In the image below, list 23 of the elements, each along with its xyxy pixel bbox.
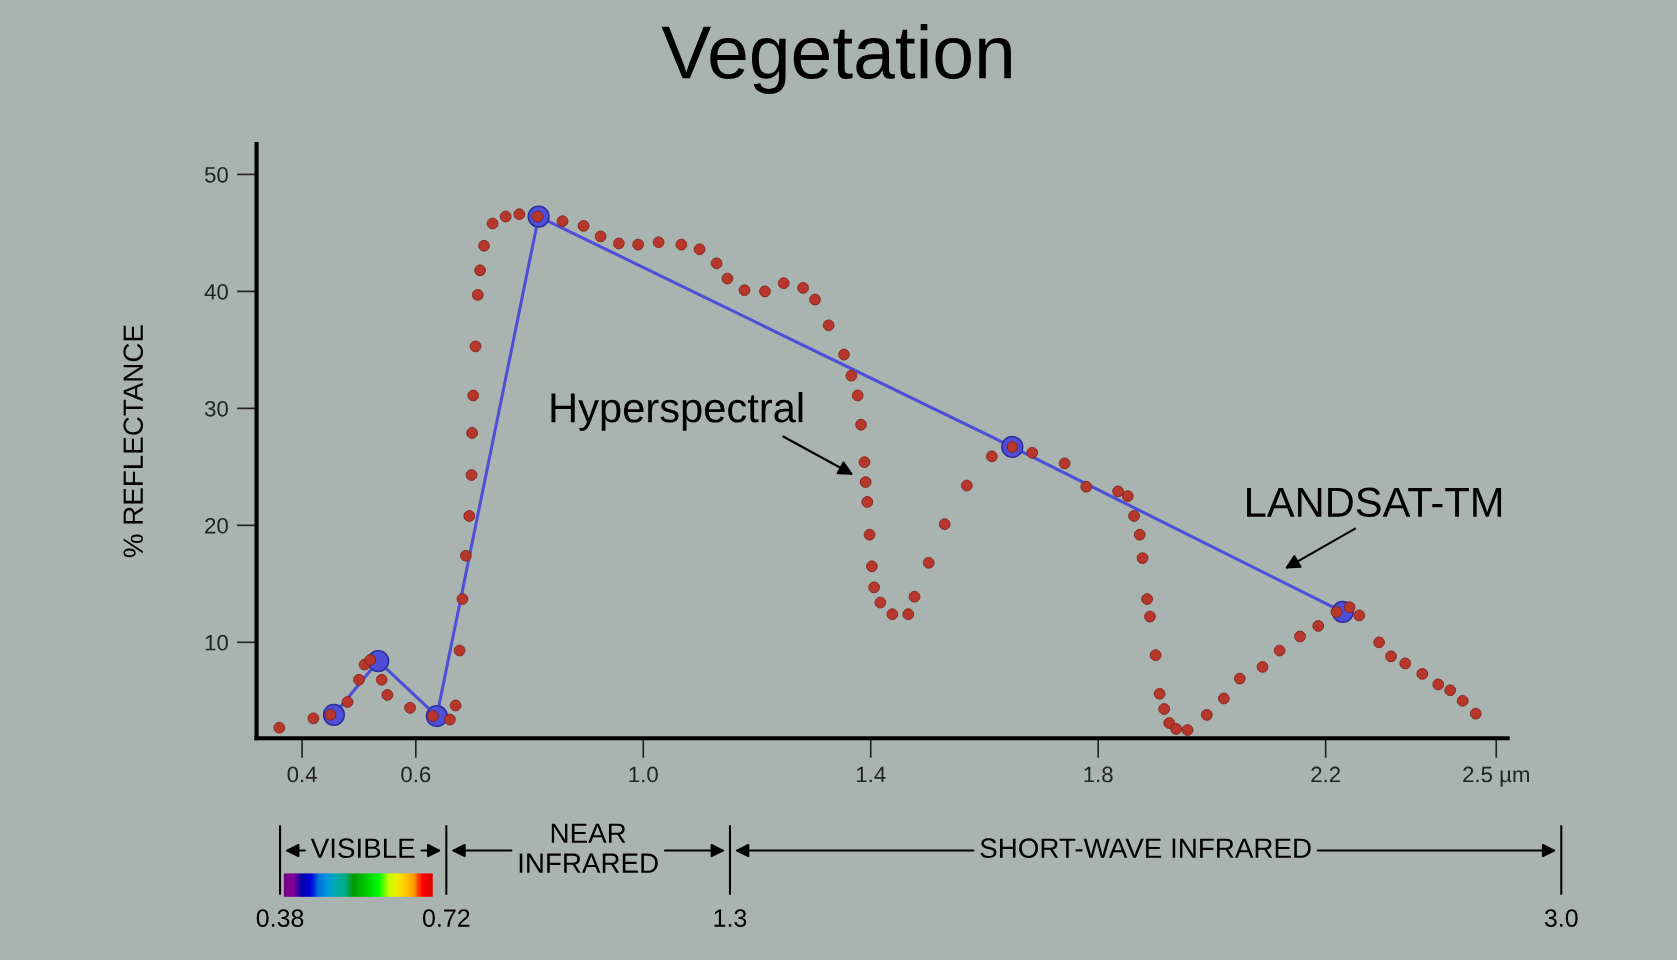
y-axis-title: % REFLECTANCE (123, 325, 144, 558)
text: NEAR INFRARED (519, 823, 658, 873)
x-tick-label: 2.5 µm (1463, 766, 1529, 787)
x2-tick-label: 3.0 (1544, 909, 1578, 927)
y-tick-label: 30 (204, 400, 228, 417)
y-tick-label: 10 (205, 634, 228, 651)
x2-tick-label: 1.3 (714, 909, 747, 927)
x-tick-label: 1.8 (1084, 766, 1113, 783)
x2-tick-label: 0.38 (256, 909, 304, 927)
annotation: LANDSAT-TM (1247, 487, 1502, 518)
annotation: Hyperspectral (551, 391, 803, 431)
chart-title: Vegetation (661, 24, 1011, 94)
text: SHORT-WAVE INFRARED (980, 838, 1311, 859)
y-tick-label: 50 (204, 166, 228, 183)
y-tick-label: 40 (204, 283, 228, 300)
x2-tick-label: 0.72 (422, 909, 470, 927)
x-tick-label: 1.0 (629, 766, 658, 783)
x-tick-label: 0.6 (401, 766, 431, 783)
y-tick-label: 20 (205, 517, 228, 534)
text: VISIBLE (310, 838, 415, 859)
x-tick-label: 1.4 (856, 766, 886, 783)
x-tick-label: 2.2 (1311, 766, 1340, 783)
x-tick-label: 0.4 (287, 766, 317, 783)
